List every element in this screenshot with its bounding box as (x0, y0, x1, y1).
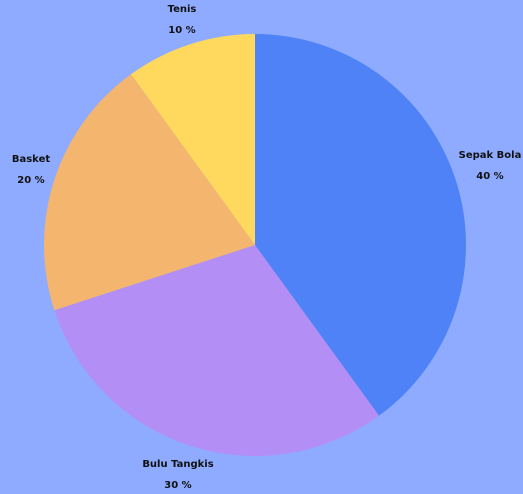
slice-label-bulu-tangkis: Bulu Tangkis (142, 459, 213, 470)
slice-value-sepak-bola: 40 % (476, 171, 503, 182)
slice-sepak-bola (255, 34, 466, 416)
slice-label-basket: Basket (12, 154, 50, 165)
pie-labels: Sepak Bola 40 % Bulu Tangkis 30 % Basket 20 %… (12, 4, 521, 491)
slice-bulu-tangkis (54, 245, 380, 456)
pie-slices (44, 34, 466, 456)
slice-basket (44, 74, 256, 311)
slice-tenis (130, 34, 255, 245)
slice-value-tenis: 10 % (168, 25, 195, 36)
slice-value-bulu-tangkis: 30 % (164, 480, 191, 491)
slice-label-tenis: Tenis (168, 4, 197, 15)
slice-label-sepak-bola: Sepak Bola (459, 150, 522, 161)
slice-value-basket: 20 % (17, 175, 44, 186)
